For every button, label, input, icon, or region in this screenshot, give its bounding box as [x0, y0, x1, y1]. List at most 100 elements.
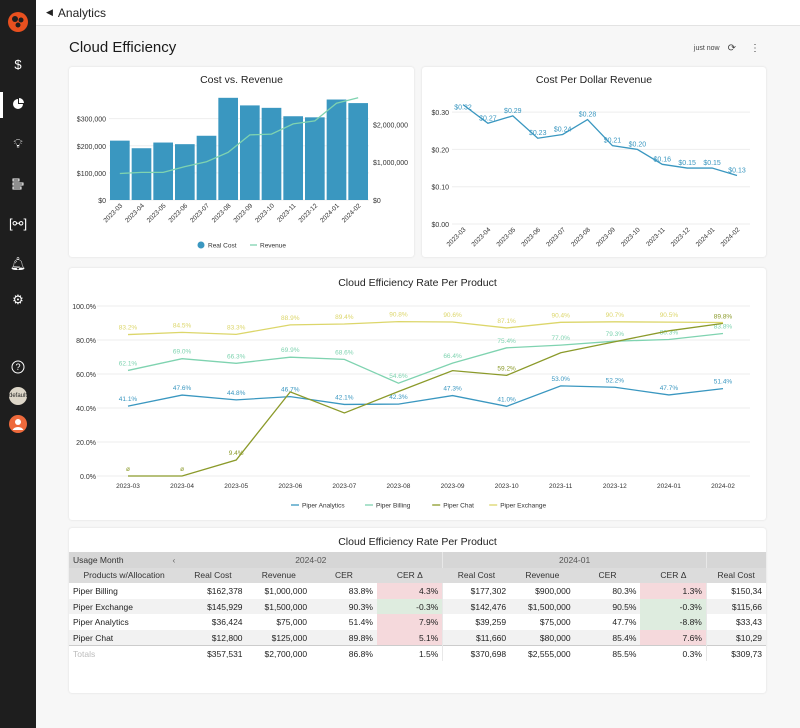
efficiency-rate-card: Cloud Efficiency Rate Per Product 0.0% 20… — [69, 268, 766, 520]
x-tick-label: 2024-01 — [319, 202, 341, 224]
product-name: Piper Analytics — [73, 617, 129, 628]
col-header-revenue[interactable]: Revenue — [510, 567, 575, 584]
data-label-billing: 66.4% — [443, 353, 462, 360]
user-avatar[interactable] — [0, 412, 36, 436]
breadcrumb[interactable]: Analytics — [57, 5, 106, 20]
table-cell: 47.7% — [612, 617, 637, 628]
bar-real-cost — [240, 105, 260, 200]
x-tick-label: 2024-02 — [720, 226, 742, 248]
data-label-billing: 54.6% — [389, 373, 408, 380]
x-tick-label: 2023-08 — [387, 483, 411, 490]
row-header-label: Usage Month — [73, 554, 124, 565]
bar-real-cost — [196, 135, 217, 200]
data-label-analytics: 41.1% — [119, 396, 138, 403]
legend-real-cost-swatch — [197, 241, 205, 249]
data-label-chat: 9.4% — [229, 450, 244, 457]
data-label-analytics: 42.1% — [335, 394, 354, 401]
legend-chat: Piper Chat — [443, 503, 474, 510]
data-label-exchange: 83.2% — [119, 325, 138, 332]
table-row[interactable]: Piper Exchange $145,929 $1,500,000 90.3% -0.… — [69, 598, 766, 615]
table-cell: $370,698 — [442, 645, 511, 662]
pie-chart-icon[interactable] — [0, 92, 36, 116]
totals-row[interactable]: Totals $357,531 $2,700,000 86.8% 1.5% $370,69… — [69, 645, 766, 662]
data-label-billing: 68.6% — [335, 349, 354, 356]
refresh-icon[interactable]: ⟳ — [727, 43, 736, 54]
data-label-exchange: 90.5% — [660, 312, 679, 319]
bar-real-cost — [153, 142, 173, 200]
x-tick-label: 2024-02 — [711, 483, 735, 490]
col-header-real-cost[interactable]: Real Cost — [706, 567, 766, 584]
data-label: $0.23 — [529, 130, 547, 137]
data-label-chat: ø — [180, 466, 184, 473]
logo-icon[interactable] — [0, 10, 36, 34]
line-billing — [127, 332, 724, 384]
col-header-real-cost[interactable]: Real Cost — [179, 567, 247, 584]
table-row[interactable]: Piper Billing $162,378 $1,000,000 83.8% 4.3%… — [69, 583, 766, 599]
table-cell: $12,800 — [179, 629, 247, 646]
col-header-cer-[interactable]: CER Δ — [376, 567, 443, 584]
chart-title: Cost vs. Revenue — [200, 74, 283, 86]
col-header-cer-[interactable]: CER Δ — [640, 567, 707, 584]
table-cell: 90.3% — [311, 598, 377, 615]
month-header: 2024-02 — [179, 552, 443, 568]
report-icon[interactable] — [0, 172, 36, 196]
x-tick-label: 2023-09 — [595, 226, 617, 248]
y-tick-label: 100.0% — [72, 304, 96, 311]
x-tick-label: 2023-03 — [102, 202, 124, 224]
x-tick-label: 2023-10 — [254, 202, 276, 224]
x-tick-label: 2023-04 — [124, 202, 146, 224]
integration-icon[interactable]: [⚯] — [8, 216, 28, 231]
bar-real-cost — [326, 99, 347, 200]
x-tick-label: 2023-09 — [441, 483, 465, 490]
table-row[interactable]: Piper Analytics $36,424 $75,000 51.4% 7.9% $3… — [69, 614, 766, 630]
table-cell: 7.9% — [376, 614, 443, 630]
y-tick-label: $0.30 — [431, 110, 449, 117]
collapse-icon[interactable]: ‹ — [172, 554, 176, 565]
col-header-cer[interactable]: CER — [311, 567, 377, 584]
bell-icon[interactable]: 🔔︎ — [9, 256, 27, 271]
data-label-exchange: 83.3% — [227, 324, 246, 331]
cost-vs-revenue-chart: $0 $100,000 $200,000 $300,000 $0 $1,000,000 $2… — [77, 97, 408, 250]
table-cell: 1.3% — [640, 583, 707, 599]
data-label-analytics: 46.7% — [281, 387, 300, 394]
table-cell: $309,73 — [705, 645, 766, 662]
table-cell: $162,378 — [207, 585, 243, 596]
legend-billing: Piper Billing — [376, 503, 411, 510]
table-cell: $80,000 — [510, 629, 575, 646]
table-cell: $115,66 — [705, 598, 766, 615]
data-label: $0.15 — [703, 160, 721, 167]
col-header-real-cost[interactable]: Real Cost — [442, 567, 511, 584]
active-indicator — [0, 92, 3, 118]
workspace-avatar-label: default — [9, 387, 27, 405]
efficiency-table-card: Cloud Efficiency Rate Per Product Usage … — [69, 528, 766, 693]
line-analytics — [127, 385, 724, 407]
table-cell: 51.4% — [348, 617, 373, 628]
dollar-icon[interactable]: $ — [14, 56, 22, 72]
table-cell: 85.4% — [574, 629, 641, 646]
help-icon[interactable]: ? — [0, 355, 36, 379]
cost-per-dollar-card: Cost Per Dollar Revenue $0.00 $0.10 $0.20 $… — [422, 67, 766, 257]
y-tick-label: 0.0% — [80, 474, 96, 481]
data-label-chat: 59.2% — [497, 365, 516, 372]
back-icon[interactable]: ◀ — [46, 7, 53, 17]
table-cell: $900,000 — [535, 585, 571, 596]
lightbulb-icon[interactable]: 💡︎ — [13, 136, 23, 151]
workspace-avatar[interactable]: default — [0, 384, 36, 408]
x-tick-label: 2024-01 — [695, 226, 717, 248]
bar-real-cost — [348, 103, 368, 200]
table-cell: 1.5% — [376, 645, 443, 662]
col-header-revenue[interactable]: Revenue — [246, 567, 312, 584]
table-cell: $75,000 — [276, 617, 308, 628]
table-cell: $39,259 — [442, 614, 511, 630]
bar-real-cost — [218, 97, 238, 200]
data-label-exchange: 90.4% — [552, 312, 571, 319]
x-tick-label: 2023-08 — [570, 226, 592, 248]
col-header-cer[interactable]: CER — [574, 567, 641, 584]
x-tick-label: 2023-06 — [278, 483, 302, 490]
y2-tick-label: $2,000,000 — [373, 122, 408, 129]
gear-icon[interactable]: ⚙ — [12, 292, 24, 307]
table-cell: 85.5% — [574, 645, 641, 662]
table-row[interactable]: Piper Chat $12,800 $125,000 89.8% 5.1% $11,66… — [69, 629, 766, 646]
data-label-billing: 80.3% — [660, 329, 679, 336]
more-menu-icon[interactable]: ⋮ — [750, 43, 760, 54]
